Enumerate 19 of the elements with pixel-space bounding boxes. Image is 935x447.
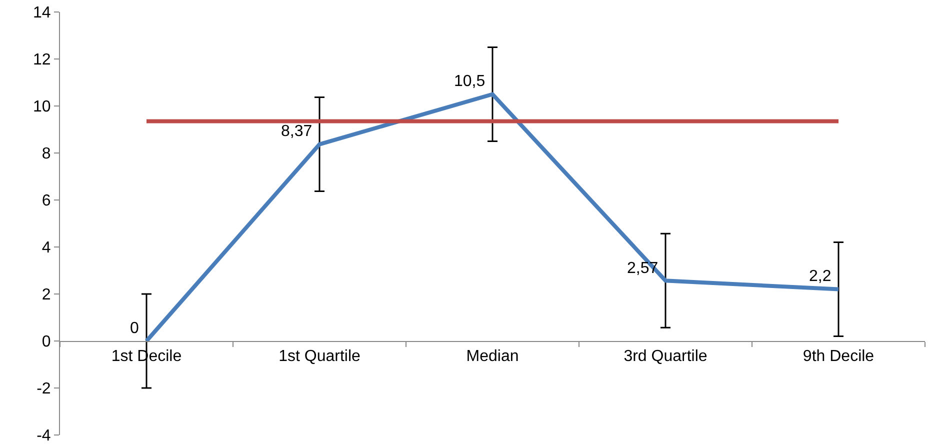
data-label: 8,37 <box>281 123 312 140</box>
x-tick-label: 3rd Quartile <box>624 348 708 366</box>
y-tick-label: 10 <box>33 98 51 116</box>
line-series <box>144 92 840 343</box>
y-tick-label: 0 <box>42 334 51 351</box>
data-label: 0 <box>130 320 139 337</box>
y-tick-label: 12 <box>33 52 51 69</box>
data-label: 10,5 <box>454 73 486 90</box>
x-tick-label: 9th Decile <box>802 348 874 366</box>
y-tick-label: 6 <box>42 192 51 210</box>
y-tick-label: -4 <box>36 428 51 445</box>
x-tick-label: 1st Quartile <box>278 348 361 366</box>
data-label: 2,2 <box>809 268 832 285</box>
y-tick-label: -2 <box>36 380 51 398</box>
y-tick-label: 2 <box>42 286 51 304</box>
y-tick-label: 4 <box>42 240 51 257</box>
y-tick-label: 14 <box>33 4 51 22</box>
x-tick-label: Median <box>466 348 519 366</box>
y-tick-label: 8 <box>42 146 51 163</box>
